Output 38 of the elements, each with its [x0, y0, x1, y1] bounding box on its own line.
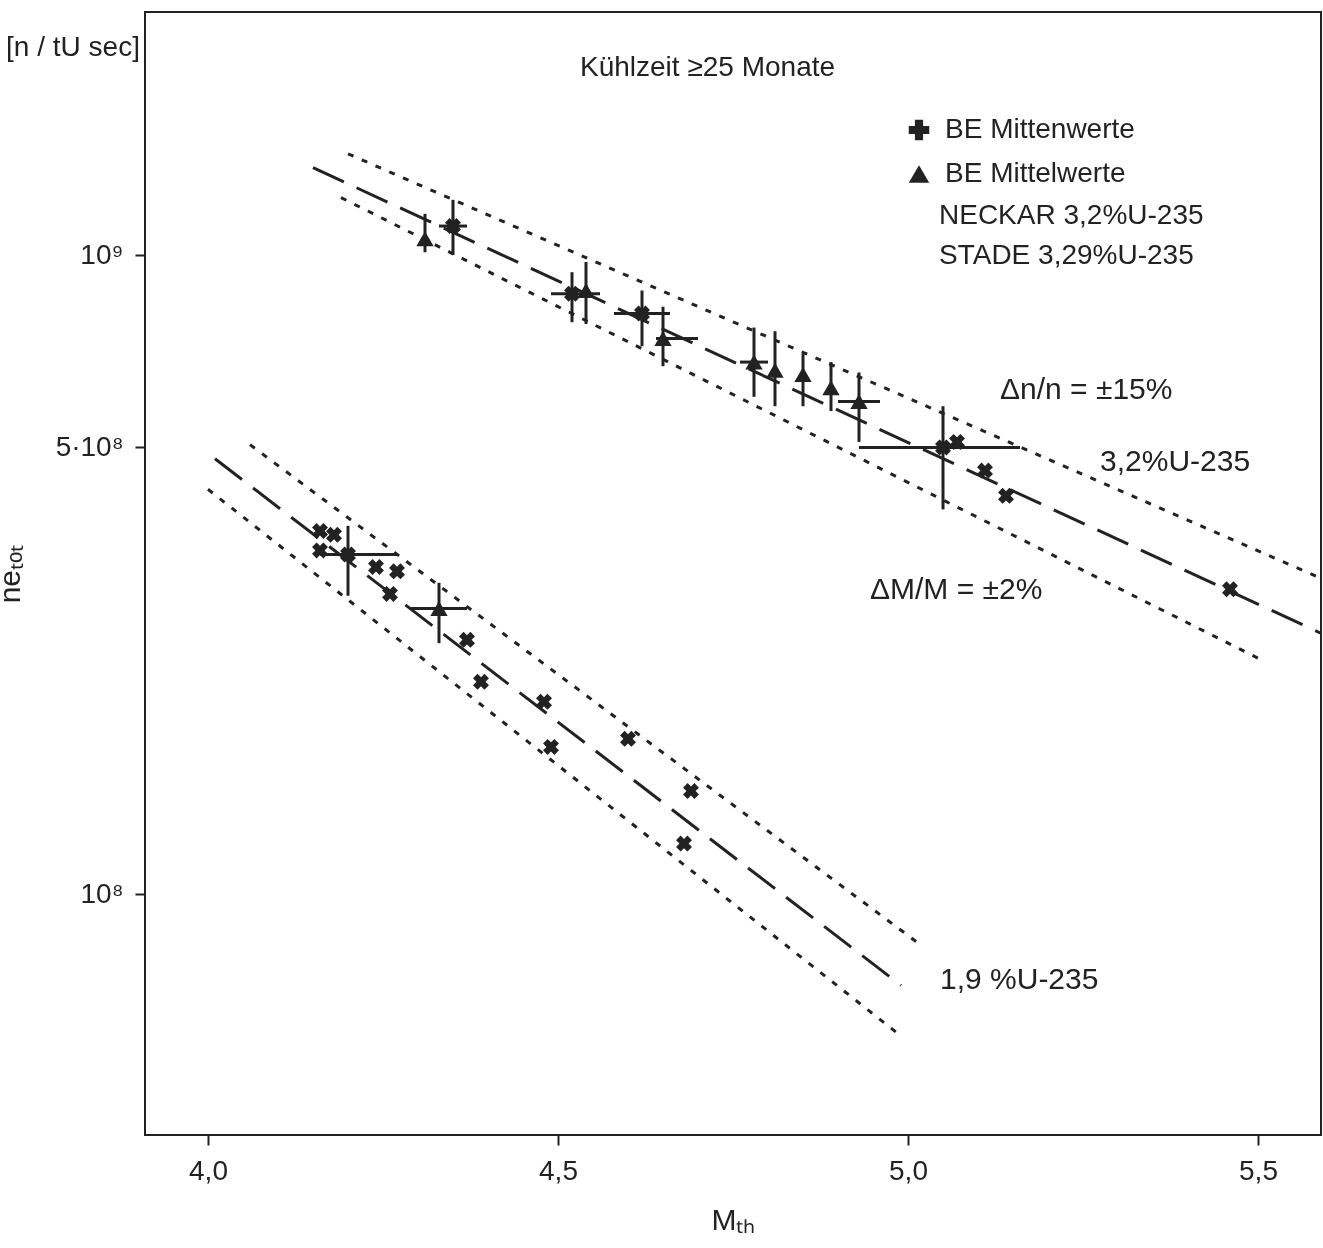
x-tick-label: 5,5	[1239, 1154, 1278, 1186]
point	[368, 559, 384, 575]
point	[766, 362, 784, 378]
x-axis-title: Mₜₕ	[711, 1202, 756, 1236]
point	[794, 367, 812, 383]
legend-label: BE Mittelwerte	[945, 157, 1126, 188]
annotation: NECKAR 3,2%U-235	[939, 199, 1204, 230]
point	[536, 693, 552, 710]
x-tick-label: 4,5	[539, 1154, 578, 1186]
annotation: 3,2%U-235	[1100, 444, 1251, 477]
annotation: ΔM/M = ±2%	[870, 572, 1043, 605]
point	[620, 730, 636, 747]
point	[312, 523, 328, 539]
point	[822, 380, 840, 396]
x-tick-label: 5,0	[889, 1154, 928, 1186]
x-tick-label: 4,0	[189, 1154, 228, 1186]
y-tick-label: 5·10⁸	[55, 430, 124, 462]
legend-label: BE Mittenwerte	[945, 113, 1135, 144]
annotation: 1,9 %U-235	[940, 962, 1099, 995]
point	[459, 631, 475, 648]
point	[326, 526, 342, 543]
annotation: STADE 3,29%U-235	[939, 239, 1194, 270]
annotation: Δn/n = ±15%	[1000, 372, 1173, 405]
point	[543, 738, 559, 755]
annotation: Kühlzeit ≥25 Monate	[580, 51, 836, 82]
point	[654, 331, 672, 347]
point	[745, 354, 763, 370]
text: [n / tU sec]	[6, 31, 140, 62]
point	[935, 439, 951, 456]
point	[683, 783, 699, 800]
y-tick-label: 10⁸	[80, 877, 124, 909]
y-tick-label: 10⁹	[80, 238, 124, 270]
point	[998, 487, 1014, 504]
point	[473, 673, 489, 690]
point	[676, 835, 692, 852]
point	[389, 563, 405, 580]
y-axis-title: neₜₒₜ	[0, 544, 26, 604]
point	[564, 285, 580, 302]
